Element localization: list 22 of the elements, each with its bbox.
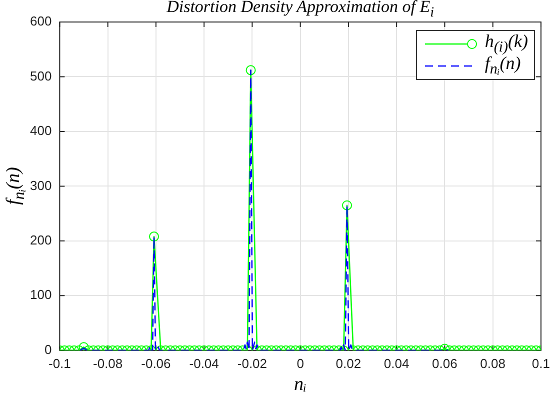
- x-tick-label: -0.08: [92, 356, 123, 371]
- y-tick-label: 200: [30, 232, 52, 248]
- x-tick-label: 0: [296, 356, 304, 371]
- y-tick-label: 100: [30, 287, 52, 302]
- x-tick-label: -0.02: [237, 356, 268, 371]
- y-tick-label: 400: [30, 123, 52, 138]
- y-tick-label: 300: [30, 178, 52, 193]
- x-tick-label: 0.1: [532, 356, 550, 371]
- x-tick-label: 0.06: [432, 356, 458, 371]
- x-tick-label: -0.06: [141, 356, 171, 371]
- chart-title: Distortion Density Approximation of E$_{i}$: [166, 0, 434, 22]
- legend-label: f$_{nᵢ}$(n): [484, 53, 521, 79]
- x-tick-label: -0.1: [48, 356, 71, 371]
- x-tick-label: 0.08: [480, 356, 506, 371]
- x-tick-label: -0.04: [189, 356, 219, 371]
- y-tick-label: 0: [44, 342, 52, 357]
- y-tick-label: 500: [30, 68, 52, 84]
- x-axis-title: nᵢ: [294, 374, 307, 396]
- x-tick-label: 0.04: [384, 356, 410, 371]
- legend-label: h$_{(i)}$(k): [484, 31, 528, 56]
- x-tick-label: 0.02: [336, 356, 362, 371]
- y-tick-label: 600: [30, 14, 52, 29]
